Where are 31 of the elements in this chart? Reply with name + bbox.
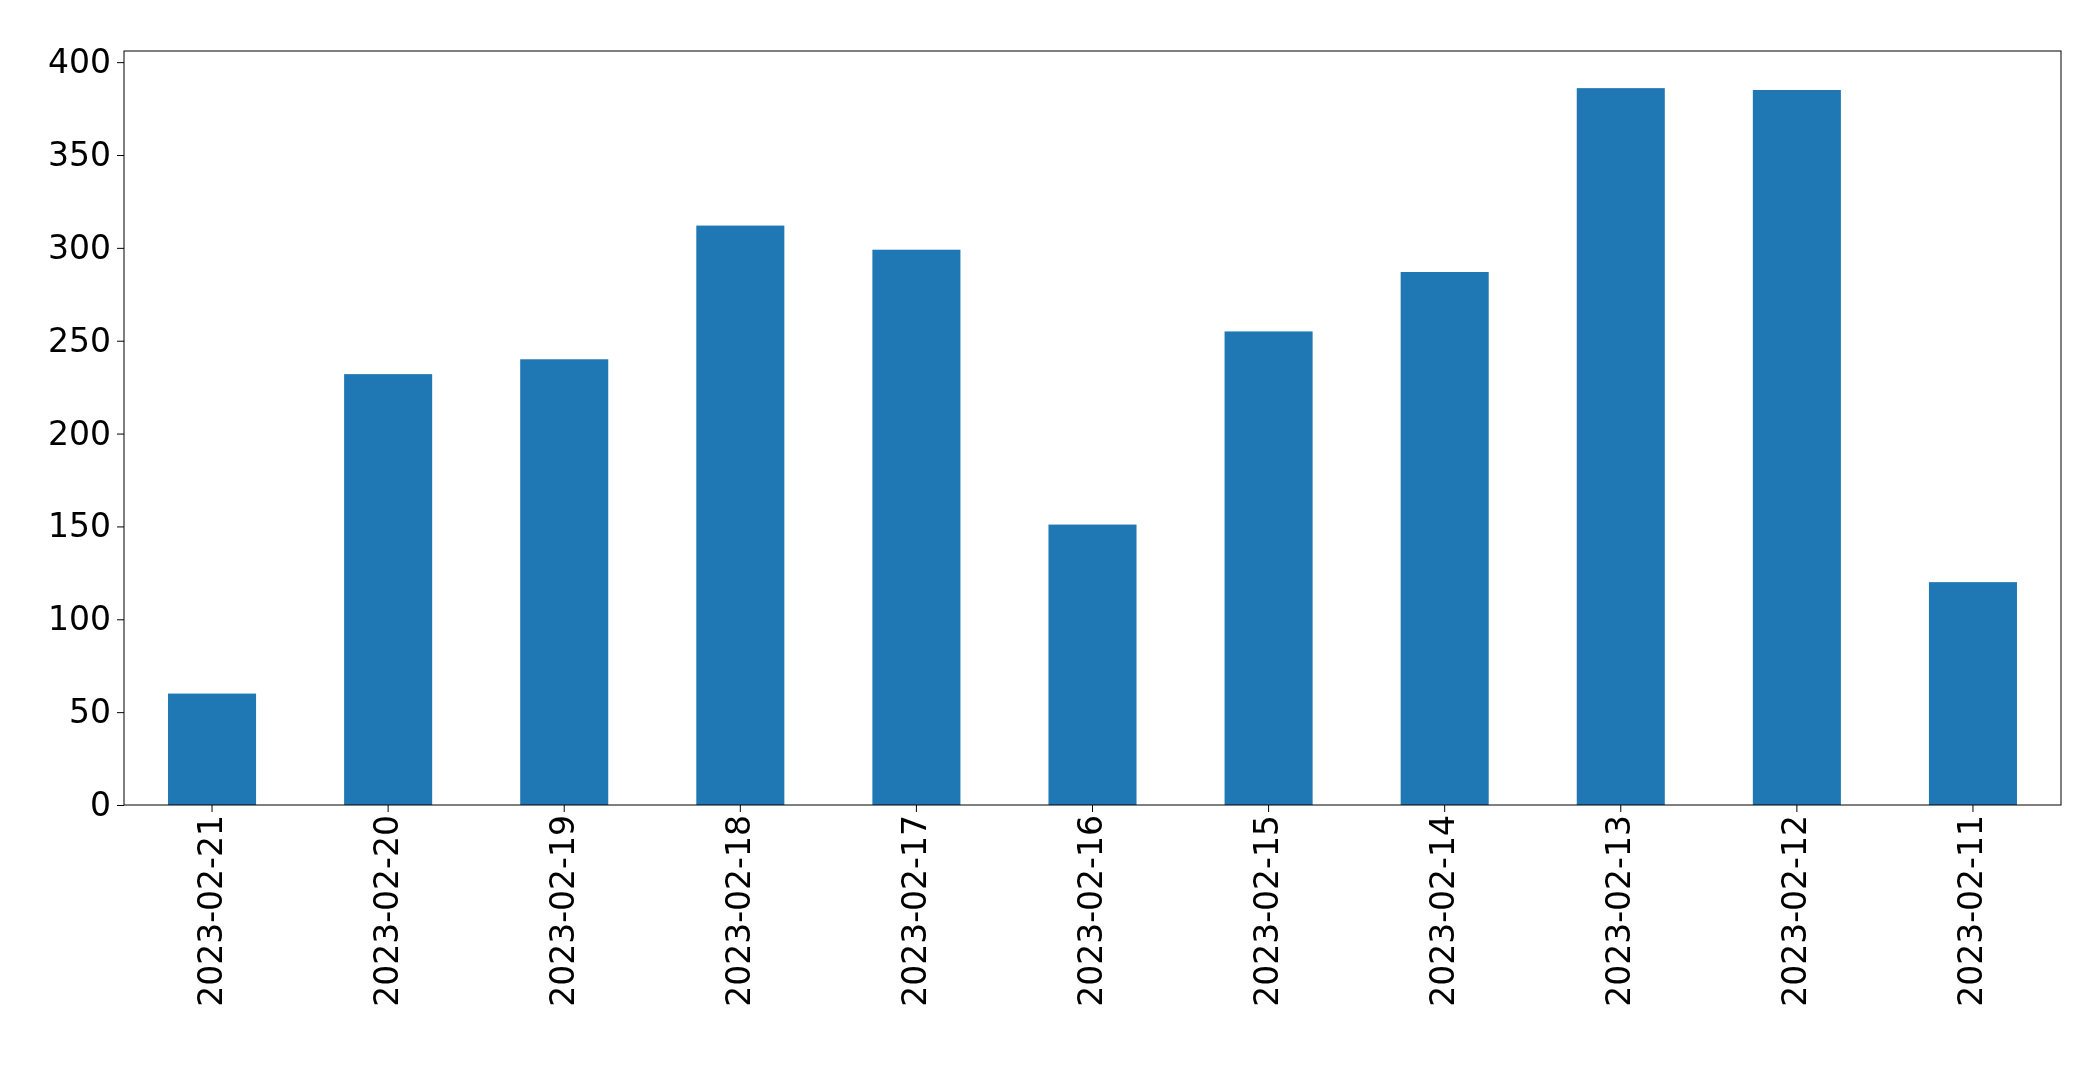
bar xyxy=(1048,524,1137,805)
y-tick-label: 0 xyxy=(90,785,111,825)
x-tick-label: 2023-02-14 xyxy=(1423,815,1463,1007)
y-tick-label: 150 xyxy=(48,506,111,546)
bar xyxy=(872,249,961,805)
bar xyxy=(1928,582,2017,805)
y-tick-label: 100 xyxy=(48,599,111,639)
bar xyxy=(1752,90,1841,805)
x-tick-label: 2023-02-11 xyxy=(1951,815,1991,1007)
y-tick-label: 350 xyxy=(48,135,111,175)
x-tick-label: 2023-02-13 xyxy=(1599,815,1639,1007)
x-tick-label: 2023-02-20 xyxy=(366,815,406,1007)
y-tick-label: 200 xyxy=(48,413,111,453)
y-tick-label: 400 xyxy=(48,42,111,82)
y-tick-label: 300 xyxy=(48,227,111,267)
bar xyxy=(168,693,257,805)
x-tick-label: 2023-02-21 xyxy=(190,815,230,1007)
x-tick-label: 2023-02-18 xyxy=(718,815,758,1007)
x-tick-label: 2023-02-16 xyxy=(1071,815,1110,1007)
bar xyxy=(520,359,609,805)
bar xyxy=(696,225,785,805)
bar xyxy=(344,374,433,805)
bar xyxy=(1576,88,1665,805)
bar xyxy=(1224,331,1313,805)
x-tick-label: 2023-02-17 xyxy=(894,815,934,1007)
x-tick-label: 2023-02-19 xyxy=(542,815,582,1007)
bar xyxy=(1400,272,1489,805)
y-tick-label: 50 xyxy=(69,692,111,732)
y-tick-label: 250 xyxy=(48,320,111,360)
x-tick-label: 2023-02-12 xyxy=(1775,815,1815,1007)
x-tick-label: 2023-02-15 xyxy=(1247,815,1287,1007)
